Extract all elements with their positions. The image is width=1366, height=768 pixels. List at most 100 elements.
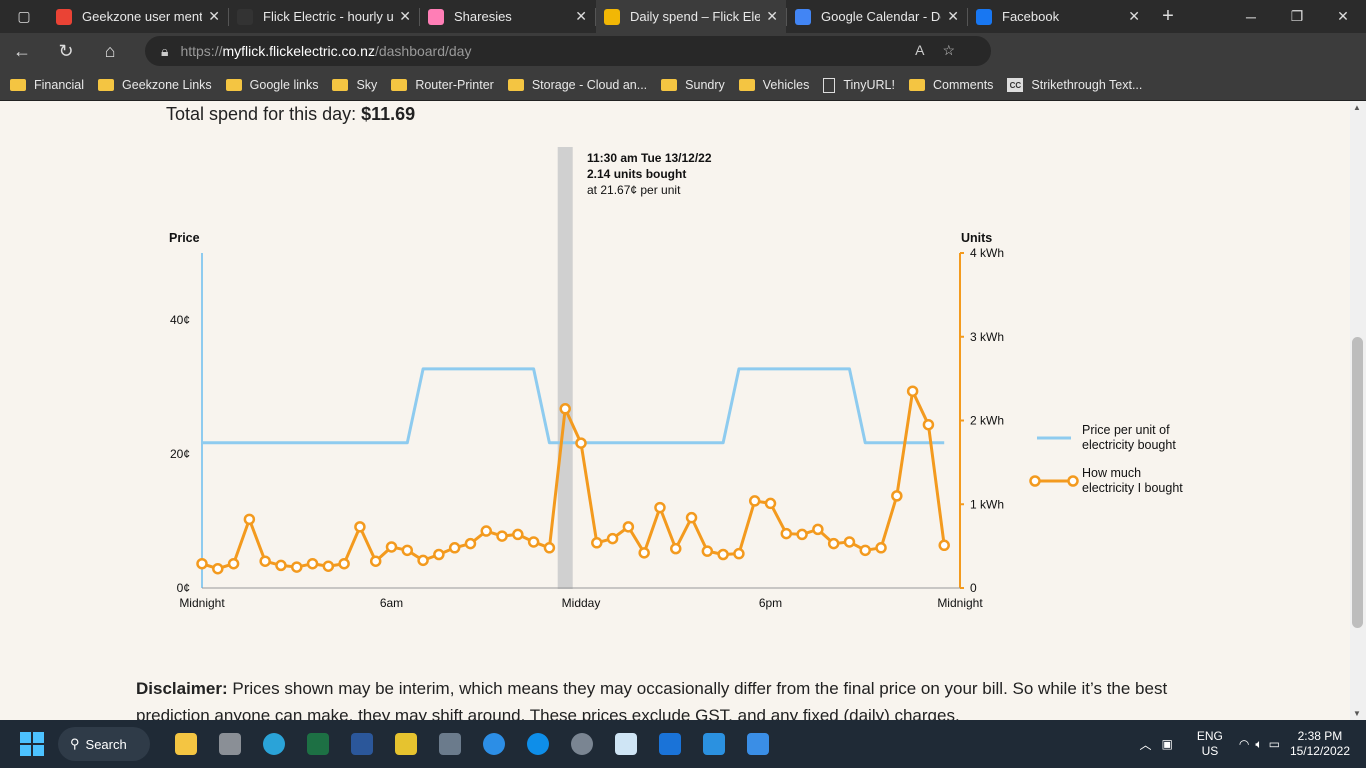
gear-app-icon[interactable] (560, 724, 604, 764)
system-tray: ︿ ▣ ENG US ◠ 🔈︎ ▭ 2:38 PM 15/12/2022 (1140, 720, 1366, 768)
word-icon[interactable] (340, 724, 384, 764)
bookmark-item[interactable]: Google links (225, 78, 319, 92)
units-point (385, 541, 398, 553)
refresh-icon[interactable]: ↻ (58, 41, 74, 61)
back-icon[interactable]: ← (13, 41, 31, 61)
units-point (417, 554, 429, 567)
battery-icon[interactable]: ▭ (1268, 737, 1280, 751)
scroll-down-icon[interactable]: ▼ (1353, 709, 1361, 718)
tab-close-icon[interactable]: ✕ (399, 8, 411, 24)
lang-line2: US (1201, 744, 1219, 758)
scroll-thumb[interactable] (1352, 337, 1363, 628)
language-indicator[interactable]: ENG US (1197, 729, 1223, 759)
home-icon[interactable]: ⌂ (104, 41, 116, 61)
bookmark-item[interactable]: Financial (10, 78, 84, 92)
bookmark-item[interactable]: Sky (332, 78, 377, 92)
minimize-icon[interactable]: ─ (1246, 8, 1256, 25)
tab-5[interactable]: Facebook ✕ (968, 0, 1148, 33)
right-tick-label: 0 (970, 581, 977, 595)
page-icon (823, 77, 836, 93)
x-tick-label: 6am (380, 596, 403, 610)
units-point (575, 437, 587, 449)
settings-app-icon[interactable] (208, 724, 252, 764)
tray-app-icon[interactable]: ▣ (1161, 737, 1173, 751)
flick-icon (604, 8, 620, 25)
units-point (559, 403, 571, 415)
url-host: myflick.flickelectric.co.nz (222, 43, 375, 59)
close-window-icon[interactable]: ✕ (1337, 8, 1349, 24)
units-point (891, 490, 903, 502)
page-scrollbar[interactable]: ▲ ▼ (1350, 101, 1366, 720)
units-point (764, 497, 777, 510)
tab-close-icon[interactable]: ✕ (575, 8, 587, 24)
chevron-up-icon[interactable]: ︿ (1139, 737, 1152, 752)
calculator-icon[interactable] (428, 724, 472, 764)
bookmark-item[interactable]: Geekzone Links (98, 78, 212, 92)
excel-icon[interactable] (296, 724, 340, 764)
bookmark-label: Google links (249, 78, 319, 92)
units-point (543, 542, 556, 554)
bookmark-item[interactable]: Router-Printer (391, 78, 494, 92)
units-point (464, 537, 477, 550)
legend-units-marker (1067, 475, 1079, 487)
address-toolbar: ← ↻ ⌂ 🔒︎ https://myflick.flickelectric.c… (0, 33, 1366, 96)
bookmark-item[interactable]: TinyURL! (823, 77, 895, 93)
tab-close-icon[interactable]: ✕ (1128, 8, 1140, 24)
x-tick-label: Midday (562, 596, 601, 610)
chart-tooltip: 11:30 am Tue 13/12/22 2.14 units bought … (587, 151, 712, 197)
chart-axes: 0¢ 20¢ 40¢ 0 1 kWh 2 kWh 3 kWh 4 kWh Midnight 6am… (170, 246, 1004, 610)
read-aloud-icon[interactable]: A☆ (915, 42, 973, 58)
clock[interactable]: 2:38 PM 15/12/2022 (1290, 729, 1350, 759)
start-icon[interactable] (20, 732, 44, 756)
cloud-app-icon[interactable] (604, 724, 648, 764)
tab-actions-icon[interactable]: ▢ (17, 8, 31, 24)
tab-2[interactable]: Sharesies ✕ (420, 0, 595, 33)
units-point (859, 544, 871, 557)
tab-3[interactable]: Daily spend – Flick Elec ✕ (596, 0, 786, 33)
lock-icon[interactable]: 🔒︎ (161, 42, 169, 59)
teamviewer-icon[interactable] (516, 724, 560, 764)
new-tab-button[interactable]: + (1162, 5, 1174, 27)
tab-0[interactable]: Geekzone user mentio ✕ (48, 0, 228, 33)
units-point (243, 513, 256, 526)
folder-icon (225, 79, 242, 91)
folder-icon (332, 79, 349, 91)
scroll-up-icon[interactable]: ▲ (1353, 103, 1361, 112)
file-explorer-icon[interactable] (164, 724, 208, 764)
bookmarks-bar: Financial Geekzone Links Google links Sky Ro… (0, 70, 1366, 101)
restore-icon[interactable]: ❐ (1290, 8, 1304, 24)
legend-units-label: How much electricity I bought (1082, 466, 1183, 495)
wifi-icon[interactable]: ◠ (1238, 737, 1250, 751)
remote-app-icon[interactable] (736, 724, 780, 764)
units-point (212, 562, 224, 575)
bookmark-item[interactable]: Vehicles (738, 78, 809, 92)
tab-4[interactable]: Google Calendar - Dec ✕ (787, 0, 967, 33)
bookmark-item[interactable]: Sundry (661, 78, 725, 92)
tab-close-icon[interactable]: ✕ (208, 8, 220, 24)
facebook-icon (976, 8, 992, 25)
address-field[interactable]: 🔒︎ https://myflick.flickelectric.co.nz/d… (145, 36, 991, 66)
page-content: Total spend for this day: $11.69 11:30 a… (0, 101, 1350, 720)
daily-usage-chart[interactable]: 11:30 am Tue 13/12/22 2.14 units bought … (0, 101, 1350, 621)
app-bee-icon[interactable] (384, 724, 428, 764)
onedrive-icon[interactable] (472, 724, 516, 764)
bookmark-label: Storage - Cloud an... (531, 78, 648, 92)
tab-close-icon[interactable]: ✕ (947, 8, 959, 24)
search-label: Search (85, 736, 127, 752)
defender-icon[interactable] (648, 724, 692, 764)
bookmark-item[interactable]: Comments (908, 78, 994, 92)
units-point (369, 555, 382, 567)
tab-1[interactable]: Flick Electric - hourly u ✕ (229, 0, 419, 33)
folder-icon (908, 79, 925, 91)
volume-icon[interactable]: 🔈︎ (1255, 736, 1263, 751)
units-point (496, 530, 508, 542)
bookmark-label: Comments (932, 78, 994, 92)
taskbar-search[interactable]: ⚲ Search (58, 727, 150, 761)
units-point (591, 537, 603, 549)
disclaimer: Disclaimer: Prices shown may be interim,… (136, 675, 1236, 720)
bookmark-item[interactable]: Storage - Cloud an... (507, 78, 648, 92)
bookmark-item[interactable]: CC Strikethrough Text... (1007, 78, 1142, 92)
tab-close-icon[interactable]: ✕ (766, 8, 778, 24)
edge-icon[interactable] (252, 724, 296, 764)
network-app-icon[interactable] (692, 724, 736, 764)
